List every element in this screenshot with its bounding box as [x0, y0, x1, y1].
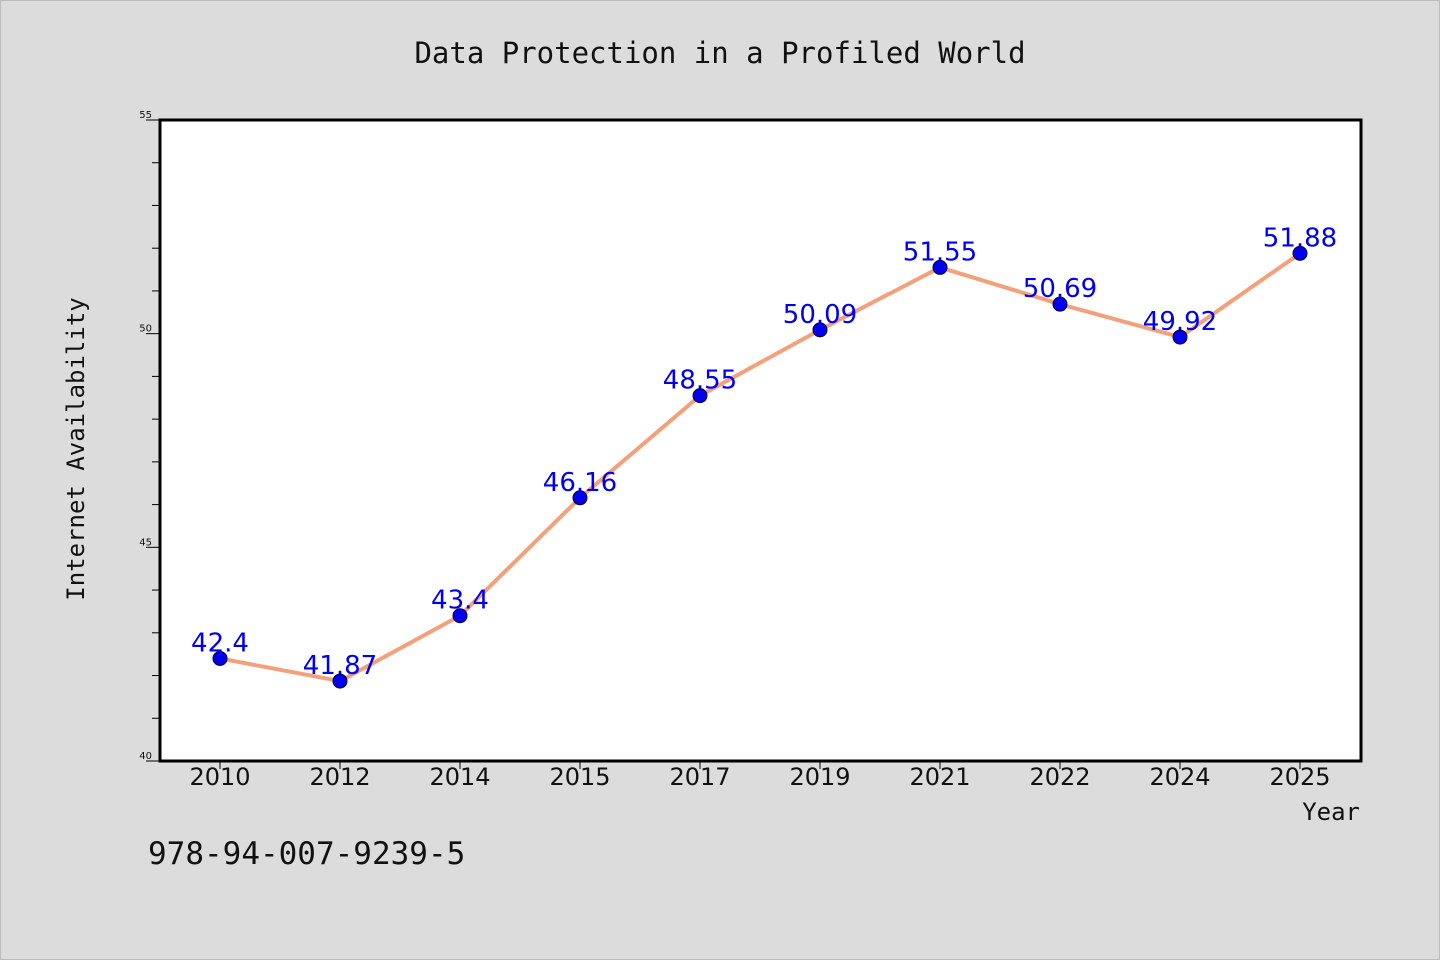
data-point — [452, 608, 468, 624]
data-point — [812, 322, 828, 338]
data-series — [212, 245, 1308, 689]
data-point — [692, 388, 708, 404]
data-point — [332, 673, 348, 689]
data-label: 42.4 — [191, 628, 249, 658]
x-axis-label: Year — [1302, 798, 1360, 826]
data-label: 43.4 — [431, 586, 489, 616]
y-axis: 40 45 50 55 — [139, 110, 160, 762]
y-tick-label: 40 — [139, 751, 152, 762]
y-axis-label: Internet Availability — [62, 297, 90, 600]
data-label: 51.88 — [1263, 223, 1337, 253]
data-label: 50.09 — [783, 300, 857, 330]
y-tick-label: 55 — [139, 110, 152, 121]
data-label: 49.92 — [1143, 307, 1217, 337]
data-point — [1292, 245, 1308, 261]
chart-title: Data Protection in a Profiled World — [414, 36, 1025, 70]
x-tick-label: 2024 — [1149, 763, 1210, 791]
data-point — [932, 259, 948, 275]
data-point — [572, 490, 588, 506]
x-tick-label: 2022 — [1029, 763, 1090, 791]
data-point — [1052, 296, 1068, 312]
x-tick-label: 2025 — [1269, 763, 1330, 791]
data-labels: 42.4 41.87 43.4 46.16 48.55 50.09 51.55 50.69 49… — [191, 223, 1337, 681]
data-label: 51.55 — [903, 237, 977, 267]
isbn-text: 978-94-007-9239-5 — [148, 836, 465, 872]
y-tick-label: 45 — [139, 537, 152, 548]
x-tick-label: 2021 — [909, 763, 970, 791]
plot-area — [158, 118, 1363, 763]
x-tick-label: 2012 — [309, 763, 370, 791]
data-label: 48.55 — [663, 366, 737, 396]
x-tick-label: 2010 — [189, 763, 250, 791]
x-tick-label: 2015 — [549, 763, 610, 791]
data-point — [212, 650, 228, 666]
x-tick-label: 2017 — [669, 763, 730, 791]
data-label: 50.69 — [1023, 274, 1097, 304]
data-label: 46.16 — [543, 468, 617, 498]
x-axis: 2010 2012 2014 2015 2017 2019 2021 2022 2024 2025 — [189, 761, 1331, 791]
data-label: 41.87 — [303, 651, 377, 681]
data-point — [1172, 329, 1188, 345]
x-tick-label: 2014 — [429, 763, 490, 791]
series-line — [219, 251, 1302, 684]
x-tick-label: 2019 — [789, 763, 850, 791]
y-tick-label: 50 — [139, 324, 152, 335]
